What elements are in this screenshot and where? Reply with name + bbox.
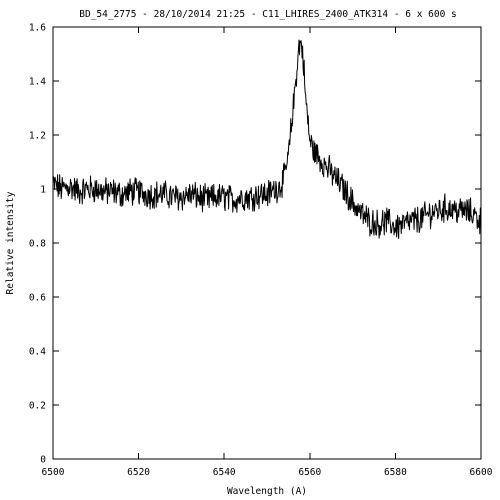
- x-tick-label: 6560: [298, 467, 321, 478]
- y-tick-label: 1.6: [29, 23, 46, 34]
- x-tick-label: 6580: [384, 467, 407, 478]
- y-tick-label: 0: [40, 455, 46, 466]
- y-axis: 0 0.2 0.4 0.6 0.8 1 1.2 1.4 1.6: [29, 23, 481, 466]
- spectrum-line: [52, 39, 482, 239]
- plot-frame: [52, 26, 482, 460]
- x-axis-label: Wavelength (A): [227, 486, 307, 497]
- chart-title: BD_54_2775 - 28/10/2014 21:25 - C11_LHIR…: [79, 9, 457, 20]
- y-tick-label: 1.2: [29, 131, 46, 142]
- y-axis-label: Relative intensity: [5, 191, 16, 294]
- x-tick-label: 6600: [470, 467, 493, 478]
- x-tick-label: 6500: [42, 467, 65, 478]
- x-tick-label: 6540: [213, 467, 236, 478]
- y-tick-label: 1: [40, 185, 46, 196]
- x-tick-label: 6520: [127, 467, 150, 478]
- y-tick-label: 0.2: [29, 401, 46, 412]
- y-tick-label: 1.4: [29, 77, 46, 88]
- y-tick-label: 0.4: [29, 347, 46, 358]
- x-axis: 6500 6520 6540 6560 6580 6600: [42, 27, 493, 478]
- y-tick-label: 0.8: [29, 239, 46, 250]
- y-tick-label: 0.6: [29, 293, 46, 304]
